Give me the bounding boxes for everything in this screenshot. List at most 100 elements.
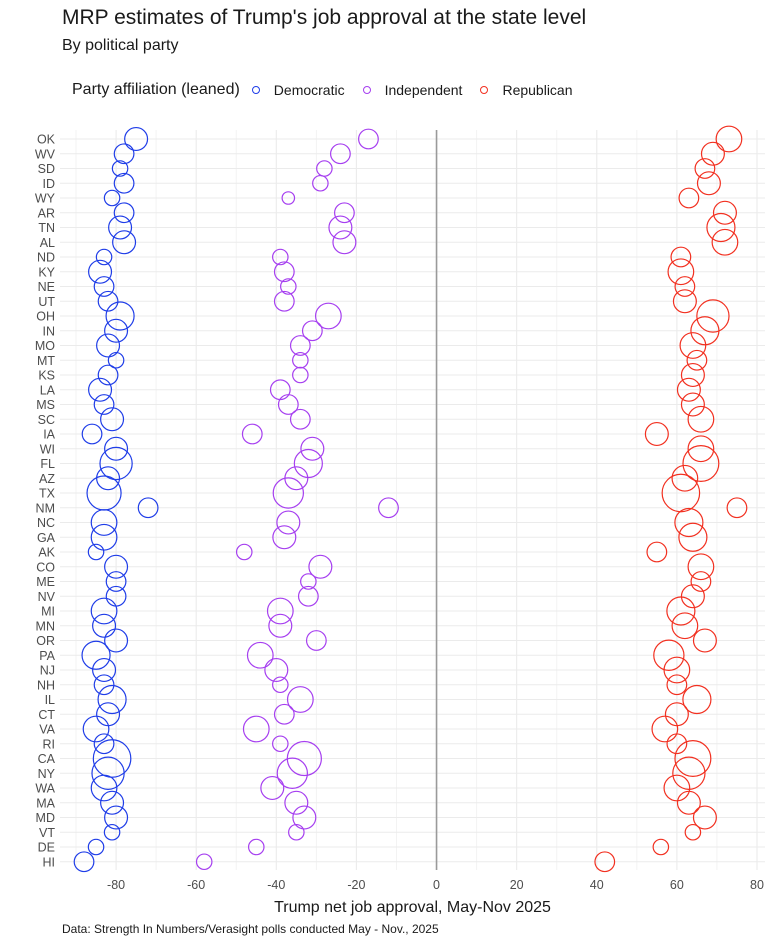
state-label: NC bbox=[37, 516, 55, 530]
point-republican-la bbox=[676, 377, 701, 402]
point-independent-wy bbox=[281, 191, 296, 205]
point-independent-vt bbox=[288, 823, 305, 841]
point-independent-il bbox=[286, 686, 314, 713]
chart-caption: Data: Strength In Numbers/Verasight poll… bbox=[62, 922, 439, 936]
point-republican-il bbox=[682, 684, 712, 715]
x-tick-label: 0 bbox=[433, 878, 440, 892]
point-independent-wi bbox=[300, 436, 325, 461]
state-label: PA bbox=[39, 649, 55, 663]
point-independent-mt bbox=[292, 351, 309, 369]
point-independent-nj bbox=[264, 657, 289, 683]
state-label: IA bbox=[43, 428, 55, 442]
legend-label-republican: Republican bbox=[502, 82, 573, 98]
state-label: RI bbox=[43, 737, 56, 751]
x-tick-label: 80 bbox=[750, 878, 764, 892]
state-label: OR bbox=[36, 634, 55, 648]
state-label: DE bbox=[38, 841, 55, 855]
state-label: MS bbox=[36, 398, 55, 412]
point-republican-ms bbox=[680, 392, 705, 417]
point-democratic-ia bbox=[81, 423, 103, 445]
state-label: LA bbox=[40, 383, 56, 397]
point-republican-va bbox=[651, 715, 679, 743]
x-tick-label: 20 bbox=[510, 878, 524, 892]
point-democratic-mo bbox=[96, 333, 121, 358]
legend-item-republican: Republican bbox=[480, 82, 573, 98]
state-label: AZ bbox=[39, 472, 55, 486]
state-label: MO bbox=[35, 339, 55, 353]
state-label: OK bbox=[37, 133, 56, 147]
x-tick-label: -20 bbox=[347, 878, 365, 892]
point-independent-al bbox=[332, 230, 357, 255]
point-independent-tn bbox=[328, 215, 353, 240]
point-independent-fl bbox=[293, 448, 323, 479]
legend-item-independent: Independent bbox=[362, 82, 462, 98]
state-label: TX bbox=[39, 487, 56, 501]
state-label: NE bbox=[38, 280, 55, 294]
state-label: CT bbox=[38, 708, 55, 722]
point-republican-ar bbox=[712, 200, 737, 225]
point-democratic-ca bbox=[92, 739, 132, 778]
point-republican-pa bbox=[653, 639, 685, 671]
legend-marker-republican bbox=[480, 86, 489, 94]
legend-item-democratic: Democratic bbox=[251, 82, 345, 98]
point-republican-ri bbox=[666, 733, 688, 755]
point-democratic-in bbox=[104, 318, 129, 343]
chart-title: MRP estimates of Trump's job approval at… bbox=[62, 6, 587, 29]
point-democratic-wa bbox=[90, 774, 118, 802]
point-democratic-mi bbox=[90, 597, 118, 625]
point-independent-md bbox=[292, 805, 317, 830]
point-democratic-wv bbox=[113, 143, 135, 165]
point-republican-ak bbox=[646, 541, 668, 563]
x-tick-label: -80 bbox=[107, 878, 125, 892]
state-label: SC bbox=[38, 413, 55, 427]
state-label: AK bbox=[38, 546, 55, 560]
point-independent-ar bbox=[333, 202, 355, 224]
state-label: NJ bbox=[40, 664, 55, 678]
state-label: IL bbox=[45, 693, 55, 707]
state-label: HI bbox=[43, 855, 56, 869]
x-axis-label: Trump net job approval, May-Nov 2025 bbox=[274, 899, 551, 916]
point-republican-nj bbox=[663, 656, 691, 684]
x-tick-label: -60 bbox=[187, 878, 205, 892]
point-independent-ct bbox=[273, 703, 295, 725]
point-republican-or bbox=[692, 628, 717, 653]
point-democratic-fl bbox=[99, 446, 133, 481]
point-republican-nc bbox=[674, 507, 704, 538]
x-tick-label: -40 bbox=[267, 878, 285, 892]
point-republican-co bbox=[687, 553, 715, 581]
point-republican-mn bbox=[671, 612, 699, 640]
state-label: MD bbox=[36, 811, 55, 825]
point-democratic-ut bbox=[97, 290, 119, 312]
point-independent-hi bbox=[195, 853, 213, 871]
point-democratic-ms bbox=[93, 394, 115, 415]
point-independent-ak bbox=[235, 543, 253, 561]
point-republican-ma bbox=[676, 790, 701, 815]
point-republican-in bbox=[690, 316, 720, 346]
point-democratic-hi bbox=[73, 851, 95, 873]
state-label: KY bbox=[38, 265, 55, 279]
state-label: UT bbox=[38, 295, 55, 309]
state-label: ID bbox=[43, 177, 56, 191]
state-label: TN bbox=[38, 221, 55, 235]
point-independent-mn bbox=[268, 613, 293, 638]
point-republican-nm bbox=[726, 497, 748, 519]
point-republican-md bbox=[692, 805, 717, 830]
state-label: ND bbox=[37, 251, 55, 265]
point-independent-sc bbox=[289, 408, 311, 430]
point-independent-or bbox=[305, 630, 327, 651]
point-independent-nm bbox=[378, 497, 399, 519]
state-label: NH bbox=[37, 678, 55, 692]
point-democratic-wy bbox=[103, 189, 121, 207]
point-republican-ny bbox=[672, 756, 706, 790]
state-label: MN bbox=[36, 619, 55, 633]
point-independent-ma bbox=[284, 790, 309, 815]
point-republican-ca bbox=[674, 739, 712, 777]
point-republican-mo bbox=[679, 332, 707, 359]
state-label: SD bbox=[38, 162, 55, 176]
point-republican-nv bbox=[680, 584, 705, 609]
point-republican-me bbox=[690, 571, 712, 592]
point-republican-wv bbox=[700, 141, 725, 166]
state-label: CA bbox=[38, 752, 56, 766]
state-label: AL bbox=[40, 236, 55, 250]
point-democratic-sc bbox=[100, 407, 125, 432]
